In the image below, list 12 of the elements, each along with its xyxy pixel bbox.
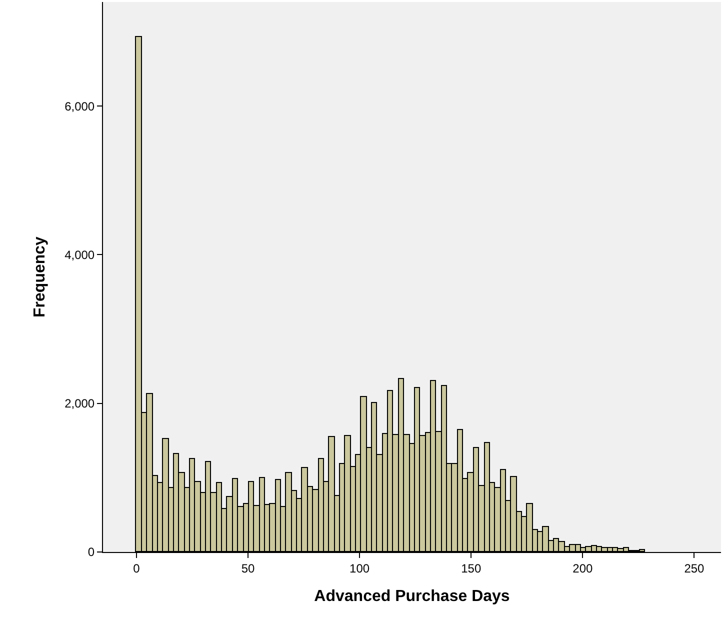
y-tick-label: 6,000 [64,99,95,114]
y-tick-label: 0 [88,545,95,560]
x-tick-label: 150 [461,561,482,576]
y-tick-label: 2,000 [64,396,95,411]
y-tick-label: 4,000 [64,248,95,262]
x-tick-label: 0 [133,561,140,576]
x-tick-label: 50 [241,561,256,576]
x-axis-title: Advanced Purchase Days [314,588,510,606]
x-tick-label: 200 [572,561,594,576]
y-axis-title: Frequency [31,236,48,318]
x-tick-label: 250 [684,561,705,576]
x-tick-label: 100 [350,561,370,576]
